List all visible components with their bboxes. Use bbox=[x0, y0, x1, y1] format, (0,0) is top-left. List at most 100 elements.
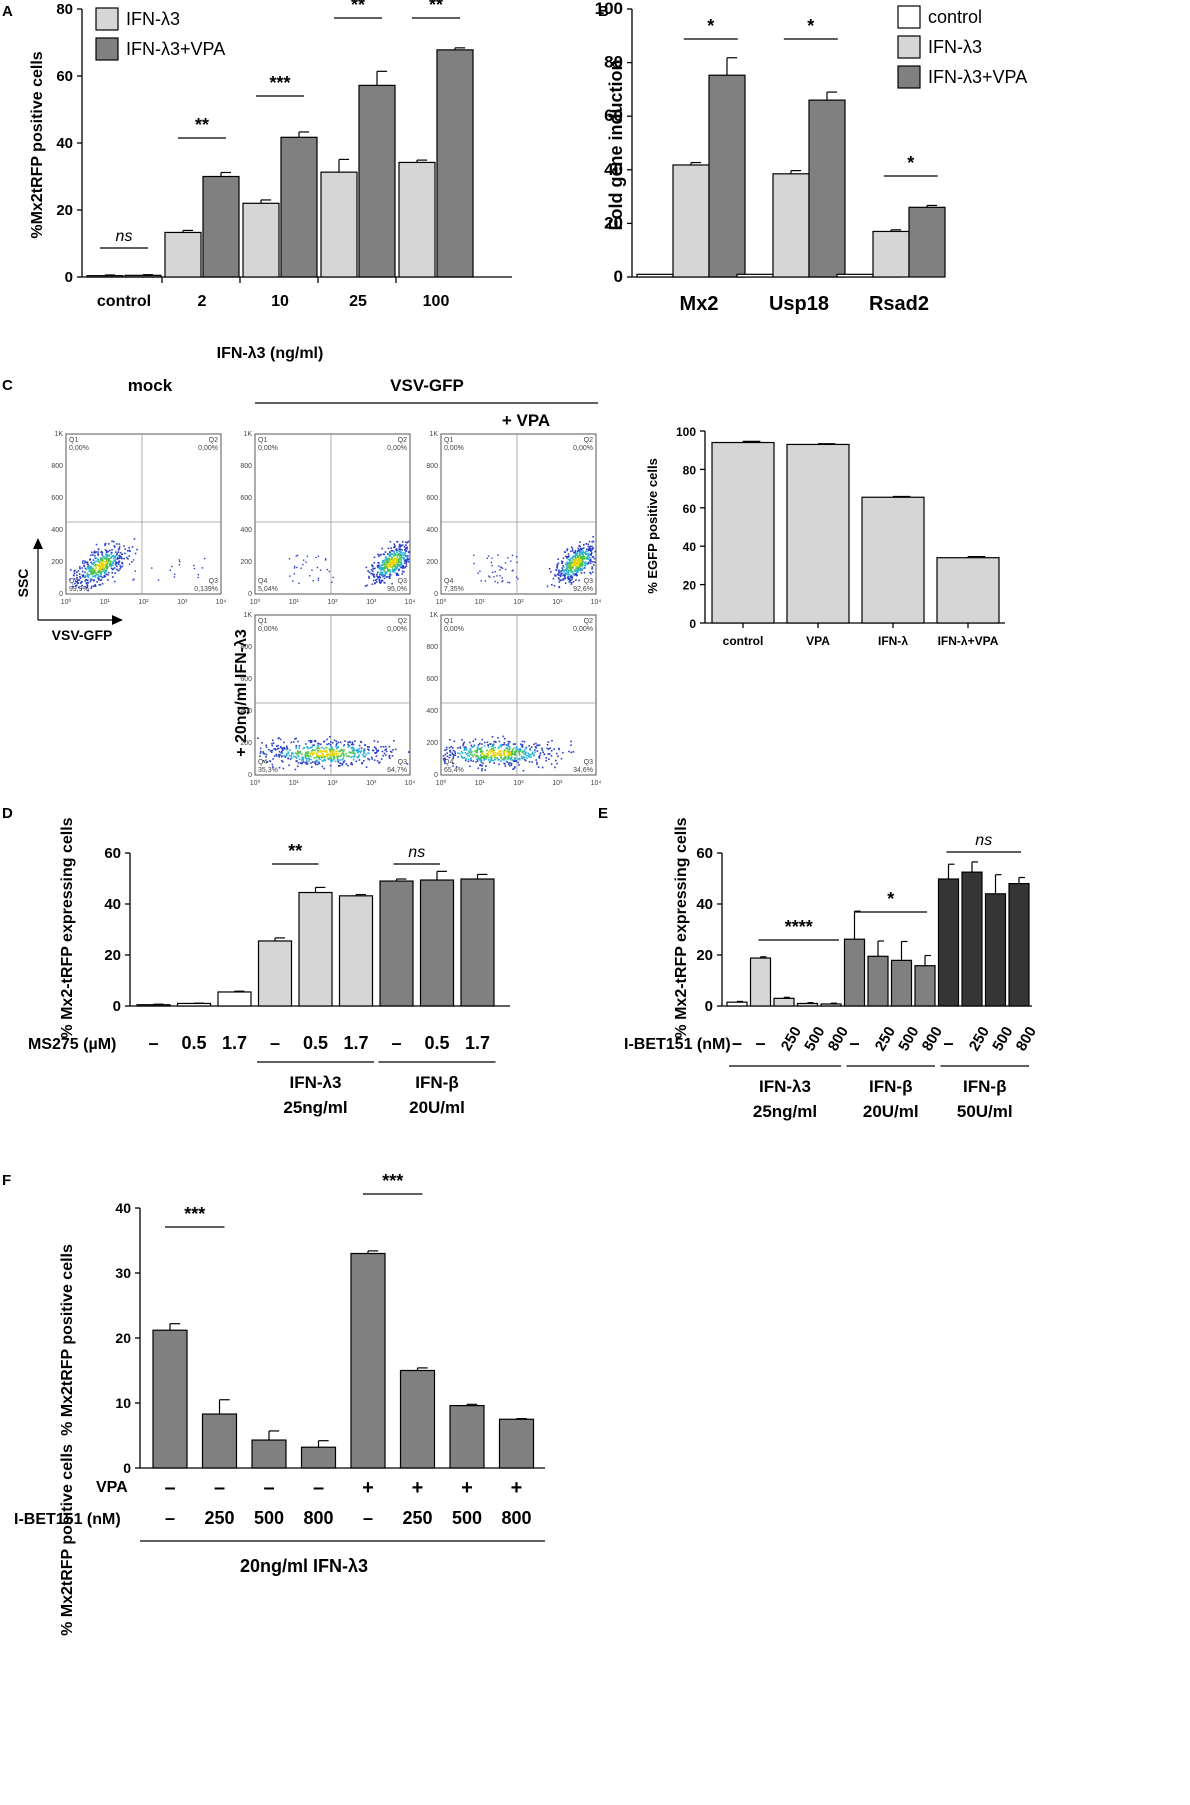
flow-y-axis-label: SSC bbox=[15, 569, 31, 598]
flow-plot-4-event bbox=[382, 746, 385, 748]
flow-plot-2-event bbox=[308, 575, 311, 577]
flow-plot-1-event bbox=[69, 578, 71, 581]
flow-plot-5-event bbox=[533, 754, 535, 757]
panel-f-row2-value: 800 bbox=[501, 1508, 531, 1528]
flow-plot-4-event bbox=[297, 740, 299, 743]
flow-plot-4-event bbox=[330, 760, 333, 763]
flow-plot-3-event bbox=[575, 553, 577, 556]
flow-plot-3-event bbox=[566, 564, 569, 566]
flow-plot-3-event bbox=[487, 555, 490, 557]
flow-plot-3-event bbox=[580, 567, 582, 570]
flow-plot-3-event bbox=[573, 561, 576, 563]
flow-plot-4-event bbox=[332, 755, 335, 758]
flow-plot-1-event bbox=[98, 560, 101, 563]
flow-plot-3-event bbox=[571, 578, 573, 580]
flow-plot-3-event bbox=[570, 568, 573, 571]
panel-a-x-label: IFN-λ3 (ng/ml) bbox=[217, 345, 324, 362]
flow-plot-4-event bbox=[382, 754, 384, 757]
flow-plot-4-event bbox=[293, 755, 295, 758]
flow-plot-5-event bbox=[554, 766, 556, 769]
flow-plot-5-event bbox=[512, 747, 515, 750]
flow-plot-4-event bbox=[340, 752, 343, 755]
flow-plot-3-event bbox=[570, 550, 572, 553]
flow-plot-5-event bbox=[446, 755, 449, 758]
flow-plot-2-x-tick-label: 10² bbox=[327, 599, 338, 606]
flow-plot-1-event bbox=[101, 582, 104, 585]
flow-plot-2-event bbox=[380, 568, 383, 571]
flow-plot-3-event bbox=[581, 562, 584, 565]
flow-plot-4-event bbox=[371, 758, 374, 760]
flow-plot-3-event bbox=[561, 572, 563, 575]
flow-plot-5-event bbox=[514, 750, 517, 753]
flow-plot-4-event bbox=[335, 752, 338, 755]
flow-plot-5-event bbox=[533, 743, 535, 746]
flow-plot-1-event bbox=[119, 551, 122, 554]
panel-e-bar bbox=[749, 957, 772, 1007]
flow-plot-1-event bbox=[100, 557, 103, 560]
flow-plot-5-event bbox=[479, 759, 482, 762]
flow-plot-3-event bbox=[583, 556, 585, 559]
flow-plot-4-event bbox=[287, 752, 290, 755]
flow-plot-2-event bbox=[389, 570, 392, 573]
flow-plot-3-event bbox=[556, 564, 559, 567]
flow-plot-5-event bbox=[518, 757, 521, 760]
flow-plot-1-event bbox=[84, 571, 86, 574]
flow-plot-3-event bbox=[587, 561, 590, 564]
flow-plot-2-event bbox=[396, 563, 398, 566]
flow-plot-4-event bbox=[301, 762, 303, 765]
flow-plot-5-event bbox=[472, 755, 474, 758]
flow-plot-5-event bbox=[480, 757, 482, 759]
flow-plot-3-event bbox=[560, 579, 563, 581]
flow-plot-4-event bbox=[308, 757, 310, 760]
flow-plot-1-event bbox=[72, 574, 75, 577]
flow-plot-5-event bbox=[448, 756, 451, 759]
flow-plot-4-event bbox=[281, 748, 284, 751]
flow-plot-3-event bbox=[593, 557, 596, 560]
flow-plot-3-event bbox=[577, 557, 580, 560]
flow-plot-5-event bbox=[523, 740, 526, 743]
flow-plot-4-event bbox=[309, 755, 312, 757]
flow-plot-3-event bbox=[573, 563, 576, 566]
panel-f-letter: F bbox=[2, 1172, 11, 1189]
flow-plot-5-event bbox=[504, 763, 506, 765]
flow-plot-4-event bbox=[314, 740, 317, 742]
panel-e: E % Mx2-tRFP expressing cells 0204060I-B… bbox=[598, 805, 1040, 1121]
flow-plot-5-event bbox=[497, 753, 499, 756]
flow-plot-4-event bbox=[299, 752, 301, 754]
flow-plot-2-event bbox=[381, 547, 384, 550]
flow-plot-1-event bbox=[97, 576, 100, 579]
flow-plot-3-event bbox=[490, 561, 493, 564]
flow-plot-4-event bbox=[315, 763, 317, 766]
flow-plot-2-event bbox=[393, 550, 395, 553]
flow-plot-4-density bbox=[256, 735, 410, 771]
flow-plot-4-event bbox=[321, 759, 324, 762]
flow-plot-5-event bbox=[524, 759, 527, 762]
flow-plot-4-event bbox=[294, 752, 297, 754]
flow-plot-2-event bbox=[385, 558, 388, 560]
flow-plot-5-event bbox=[491, 750, 493, 753]
flow-plot-5-event bbox=[521, 740, 524, 743]
flow-plot-1-event bbox=[98, 565, 100, 568]
flow-plot-5-event bbox=[497, 746, 500, 749]
flow-plot-3-event bbox=[588, 540, 591, 543]
flow-plot-3-event bbox=[566, 549, 568, 552]
flow-plot-4-event bbox=[379, 761, 381, 764]
flow-plot-1-event bbox=[93, 551, 95, 554]
flow-plot-1-event bbox=[117, 561, 120, 564]
flow-plot-1-event bbox=[92, 585, 95, 587]
flow-plot-1-event bbox=[94, 585, 97, 588]
flow-plot-4-event bbox=[285, 748, 288, 751]
flow-plot-5-event bbox=[527, 754, 529, 757]
flow-plot-1-event bbox=[97, 575, 100, 578]
flow-plot-5-event bbox=[459, 746, 462, 748]
flow-plot-1-event bbox=[78, 566, 81, 568]
flow-plot-4-event bbox=[289, 758, 292, 760]
flow-plot-3-event bbox=[552, 577, 555, 580]
flow-plot-5-event bbox=[509, 753, 512, 756]
flow-plot-2-event bbox=[384, 551, 387, 553]
panel-e-y-tick-label: 40 bbox=[696, 896, 713, 913]
flow-plot-2-event bbox=[393, 561, 396, 563]
flow-plot-4-event bbox=[355, 760, 358, 763]
flow-plot-3-event bbox=[579, 569, 581, 572]
flow-plot-1-event bbox=[86, 575, 89, 577]
